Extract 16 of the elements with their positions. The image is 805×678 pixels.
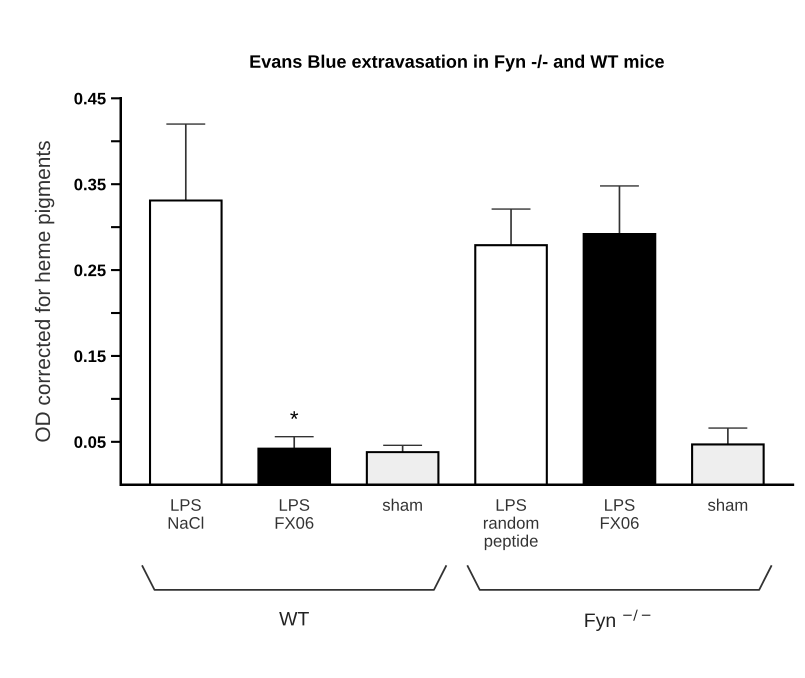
y-axis-title: OD corrected for heme pigments: [34, 141, 54, 442]
y-tick-label: 0.25: [74, 264, 106, 276]
y-tick-label: 0.35: [74, 178, 106, 190]
y-tick-label: 0.05: [74, 436, 106, 448]
annotation: *: [290, 411, 298, 420]
x-tick-label: LPS random peptide: [484, 499, 538, 550]
text: WT: [279, 612, 309, 626]
x-tick-label: LPS FX06: [276, 499, 314, 529]
x-tick-label: sham: [382, 498, 422, 511]
x-tick-label: LPS FX06: [600, 499, 639, 529]
y-tick-label: 0.15: [74, 350, 106, 362]
text: Fyn $^{−/−}$: [585, 610, 650, 631]
x-tick-label: LPS NaCl: [168, 499, 204, 529]
x-tick-label: sham: [708, 498, 748, 511]
chart-title: Evans Blue extravasation in Fyn -/- and WT mice: [250, 54, 664, 72]
y-tick-label: 0.45: [74, 92, 106, 105]
